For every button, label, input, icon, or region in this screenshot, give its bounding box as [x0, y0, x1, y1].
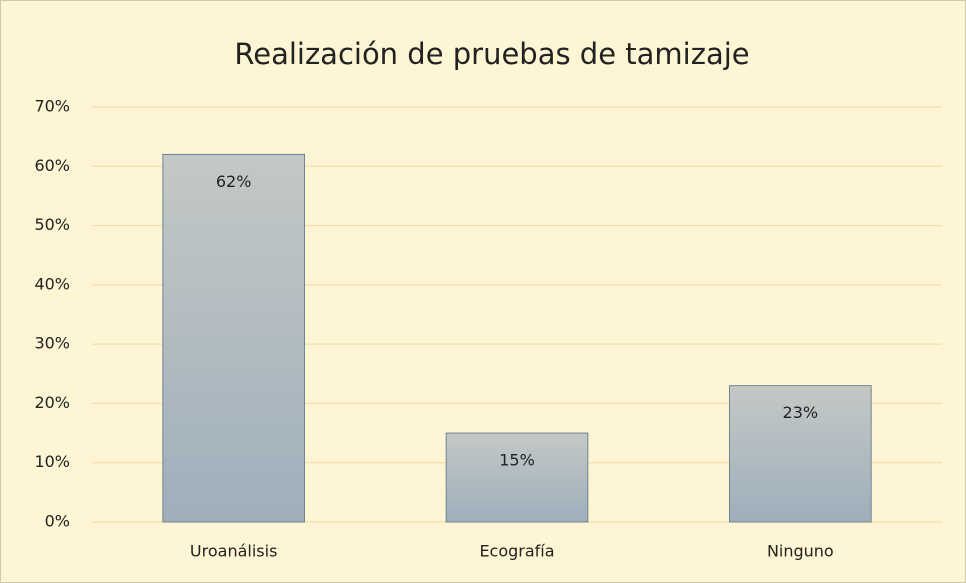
- bar: [729, 385, 872, 523]
- data-label: 62%: [216, 172, 252, 191]
- data-label: 15%: [499, 451, 535, 470]
- y-tick-label: 40%: [34, 274, 70, 293]
- y-tick-label: 20%: [34, 393, 70, 412]
- x-tick-label: Ninguno: [767, 542, 834, 561]
- y-tick-label: 50%: [34, 215, 70, 234]
- data-label: 23%: [783, 403, 819, 422]
- y-tick-label: 60%: [34, 156, 70, 175]
- bar: [162, 153, 305, 523]
- x-tick-label: Uroanálisis: [190, 542, 277, 561]
- chart-title: Realización de pruebas de tamizaje: [234, 37, 749, 71]
- y-tick-label: 70%: [34, 97, 70, 116]
- x-tick-label: Ecografía: [479, 542, 554, 561]
- y-tick-label: 10%: [34, 452, 70, 471]
- y-tick-label: 30%: [34, 334, 70, 353]
- bar: [445, 432, 589, 523]
- y-tick-label: 0%: [45, 512, 70, 531]
